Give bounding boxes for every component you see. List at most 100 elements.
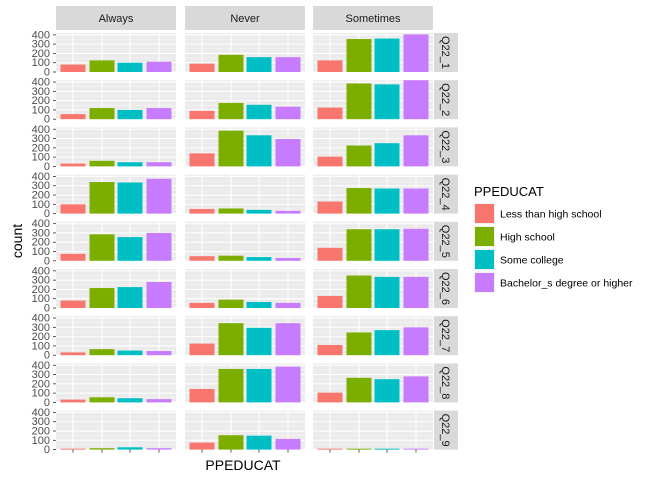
bar-q22_7-never-3 (246, 327, 272, 356)
bar-q22_7-always-3 (117, 350, 143, 356)
y-tick-label: 300 (32, 180, 50, 192)
bar-q22_4-sometimes-4 (403, 188, 429, 214)
bar-q22_5-sometimes-2 (346, 229, 372, 261)
bar-q22_8-never-2 (218, 368, 244, 403)
bar-q22_8-never-4 (275, 366, 301, 403)
bar-q22_8-always-4 (146, 399, 172, 403)
bar-q22_5-always-4 (146, 232, 172, 261)
strip-top-sometimes (313, 6, 433, 30)
bar-q22_7-never-1 (189, 343, 215, 356)
bar-q22_7-sometimes-3 (374, 330, 400, 356)
y-tick-label: 300 (32, 416, 50, 428)
bar-q22_7-sometimes-1 (317, 344, 343, 356)
panel-background (56, 363, 176, 403)
y-tick-label: 200 (32, 284, 50, 296)
facet-panels (56, 33, 433, 451)
bar-q22_7-always-4 (146, 351, 172, 356)
bar-q22_6-never-3 (246, 301, 272, 308)
bar-q22_8-always-2 (89, 397, 115, 403)
bar-q22_2-always-3 (117, 109, 143, 120)
bar-q22_5-always-3 (117, 237, 143, 261)
strip-top-label: Never (230, 13, 260, 25)
y-tick-label: 300 (32, 275, 50, 287)
strip-right-q22_9 (434, 410, 458, 450)
y-tick-label: 0 (44, 255, 50, 267)
legend-label: Some college (500, 255, 564, 267)
panel-q22_7-sometimes (313, 316, 433, 356)
bar-q22_1-sometimes-4 (403, 34, 429, 72)
y-tick-label: 0 (44, 114, 50, 126)
bar-q22_6-always-3 (117, 287, 143, 308)
legend-label: Less than high school (500, 209, 602, 221)
panel-q22_8-sometimes (313, 363, 433, 403)
strip-right-q22_4 (434, 174, 458, 214)
strip-right-q22_5 (434, 221, 458, 261)
bar-q22_2-always-1 (60, 114, 86, 120)
bar-q22_5-never-3 (246, 257, 272, 261)
y-tick-label: 400 (32, 124, 50, 136)
panel-q22_1-always (56, 33, 176, 73)
strip-right-label: Q22_2 (439, 83, 451, 116)
bar-q22_8-sometimes-3 (374, 379, 400, 403)
strip-right-label: Q22_9 (439, 414, 451, 447)
panel-q22_9-sometimes (313, 410, 433, 451)
bar-q22_7-sometimes-4 (403, 327, 429, 356)
bar-q22_2-always-2 (89, 108, 115, 120)
y-tick-label: 300 (32, 39, 50, 51)
bar-q22_2-sometimes-3 (374, 84, 400, 120)
bar-q22_9-never-1 (189, 442, 215, 450)
bar-q22_3-always-3 (117, 162, 143, 167)
y-tick-label: 300 (32, 322, 50, 334)
y-tick-label: 0 (44, 208, 50, 220)
y-tick-label: 0 (44, 67, 50, 79)
panel-q22_1-never (185, 33, 305, 73)
bar-q22_7-always-2 (89, 349, 115, 356)
y-tick-label: 200 (32, 426, 50, 438)
bar-q22_3-sometimes-3 (374, 143, 400, 167)
bar-q22_4-sometimes-3 (374, 188, 400, 214)
bar-q22_3-sometimes-1 (317, 156, 343, 167)
bar-q22_1-always-3 (117, 62, 143, 72)
bar-q22_6-sometimes-1 (317, 295, 343, 308)
panel-q22_2-never (185, 80, 305, 120)
bar-q22_3-always-1 (60, 163, 86, 167)
x-axis (72, 449, 417, 453)
strip-right-label: Q22_5 (439, 225, 451, 258)
bar-q22_6-sometimes-4 (403, 276, 429, 308)
bar-q22_4-never-1 (189, 208, 215, 214)
bar-q22_1-always-1 (60, 64, 86, 72)
strip-top-always (56, 6, 176, 30)
bar-q22_6-sometimes-2 (346, 275, 372, 308)
bar-q22_9-never-2 (218, 435, 244, 450)
legend-label: High school (500, 232, 555, 244)
panel-q22_3-always (56, 127, 176, 167)
y-tick-label: 400 (32, 313, 50, 325)
y-tick-label: 100 (32, 57, 50, 69)
panel-background (185, 174, 305, 214)
y-tick-label: 0 (44, 444, 50, 456)
bar-q22_9-always-4 (146, 448, 172, 450)
bar-q22_4-always-3 (117, 182, 143, 214)
bar-q22_8-never-1 (189, 388, 215, 403)
strip-right-q22_3 (434, 127, 458, 167)
bar-q22_8-always-3 (117, 398, 143, 403)
panel-background (185, 221, 305, 261)
y-tick-label: 200 (32, 190, 50, 202)
panel-background (56, 410, 176, 450)
y-tick-label: 0 (44, 350, 50, 362)
y-tick-label: 400 (32, 265, 50, 277)
y-tick-label: 400 (32, 407, 50, 419)
bar-q22_3-always-4 (146, 162, 172, 167)
bar-q22_2-sometimes-4 (403, 80, 429, 120)
bar-q22_1-sometimes-2 (346, 39, 372, 72)
bar-q22_8-always-1 (60, 399, 86, 403)
bar-q22_9-sometimes-3 (374, 448, 400, 450)
bar-q22_3-sometimes-4 (403, 135, 429, 167)
bar-q22_5-never-1 (189, 256, 215, 261)
bar-q22_7-never-4 (275, 323, 301, 356)
y-tick-label: 100 (32, 388, 50, 400)
bar-q22_1-always-2 (89, 60, 115, 72)
panel-background (185, 269, 305, 308)
panel-q22_4-always (56, 174, 176, 215)
bar-q22_6-never-1 (189, 302, 215, 308)
